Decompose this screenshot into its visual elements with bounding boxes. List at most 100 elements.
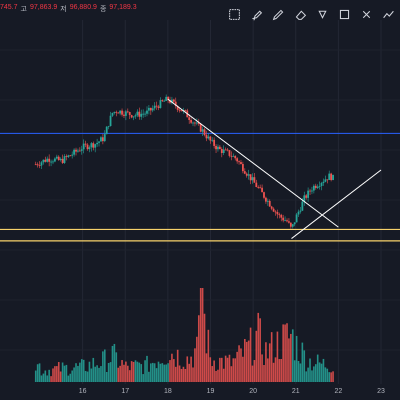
arrow-down-icon[interactable] <box>314 6 330 22</box>
candle-body <box>48 158 51 162</box>
close-icon[interactable] <box>358 6 374 22</box>
candle-body <box>34 164 37 166</box>
volume-bar <box>56 366 58 382</box>
volume-bar <box>213 360 215 382</box>
volume-bar <box>268 343 271 382</box>
volume-bar <box>153 363 156 382</box>
volume-bar <box>215 370 217 382</box>
candle-body <box>330 173 333 181</box>
volume-bar <box>295 335 298 382</box>
volume-bar <box>290 333 292 382</box>
candle-body <box>249 174 252 181</box>
brush-icon[interactable] <box>248 6 264 22</box>
candle-body <box>255 182 258 188</box>
volume-bar <box>98 367 100 382</box>
volume-bar <box>140 364 143 382</box>
highlighter-icon[interactable] <box>270 6 286 22</box>
volume-bar <box>165 364 167 382</box>
volume-bar <box>46 375 49 382</box>
volume-bar <box>71 370 73 382</box>
candle-body <box>75 149 77 152</box>
candle-body <box>169 100 171 103</box>
volume-bar <box>107 363 110 382</box>
volume-bar <box>138 362 141 382</box>
volume-bar <box>309 358 311 382</box>
volume-bar <box>330 372 332 382</box>
close-value: 97,189.3 <box>109 4 137 11</box>
volume-bar <box>288 338 290 382</box>
candle-body <box>312 185 315 191</box>
candlestick-series <box>34 94 334 229</box>
volume-bar <box>180 368 183 382</box>
volume-bar <box>134 360 137 382</box>
volume-bar <box>142 374 144 382</box>
volume-bar <box>278 359 281 382</box>
volume-bar <box>150 363 152 382</box>
candle-body <box>86 144 89 150</box>
candle-body <box>270 206 273 209</box>
candle-body <box>38 165 41 166</box>
candle-body <box>291 224 294 227</box>
chart-pattern-icon[interactable] <box>380 6 396 22</box>
candle-body <box>115 111 118 113</box>
x-axis-label: 21 <box>291 388 300 395</box>
candle-body <box>167 96 169 101</box>
volume-bar <box>86 371 89 382</box>
volume-bar <box>249 327 252 382</box>
candle-body <box>211 139 214 141</box>
volume-bar <box>259 318 261 382</box>
candle-body <box>261 187 263 193</box>
candle-body <box>220 149 223 154</box>
volume-bar <box>219 357 221 382</box>
candle-body <box>73 149 75 155</box>
volume-bar <box>171 353 173 382</box>
volume-bar <box>222 368 225 382</box>
volume-bar <box>113 343 116 382</box>
volume-bar <box>220 357 223 382</box>
eraser-icon[interactable] <box>292 6 308 22</box>
x-axis-label: 23 <box>377 388 385 395</box>
candle-body <box>113 111 116 113</box>
volume-bar <box>253 360 256 382</box>
volume-bar <box>79 362 81 382</box>
candle-body <box>138 111 141 117</box>
x-axis-label: 22 <box>334 388 343 395</box>
candle-body <box>161 100 164 102</box>
candle-body <box>259 187 262 189</box>
candle-body <box>57 156 60 161</box>
candle-body <box>117 112 120 114</box>
trendline-1 <box>167 98 339 228</box>
candle-body <box>222 149 225 154</box>
x-axis-label: 18 <box>163 388 172 395</box>
candle-body <box>207 136 210 139</box>
candle-body <box>289 222 292 227</box>
candle-body <box>238 161 240 163</box>
volume-bar <box>92 357 95 382</box>
volume-bar <box>77 365 79 382</box>
volume-bar <box>320 363 323 382</box>
volume-bar <box>209 357 212 382</box>
volume-bar <box>196 336 198 382</box>
candle-body <box>314 185 317 188</box>
volume-bar <box>136 361 139 382</box>
volume-bar <box>88 361 91 382</box>
volume-bar <box>82 359 85 382</box>
volume-bar <box>184 368 187 382</box>
layout-grid-icon[interactable] <box>226 6 242 22</box>
volume-bar <box>67 375 70 382</box>
fullscreen-icon[interactable] <box>336 6 352 22</box>
candle-body <box>328 173 331 180</box>
x-axis-label: 20 <box>249 388 258 395</box>
candle-body <box>46 158 49 162</box>
close-label: 종 <box>99 6 107 13</box>
volume-bar <box>314 364 317 382</box>
candle-body <box>121 110 123 115</box>
volume-bar <box>127 365 129 382</box>
candle-body <box>140 113 143 117</box>
candle-body <box>107 126 110 127</box>
candle-body <box>50 161 52 163</box>
candle-body <box>96 142 99 145</box>
volume-bar <box>303 350 306 382</box>
volume-bar <box>61 362 64 382</box>
